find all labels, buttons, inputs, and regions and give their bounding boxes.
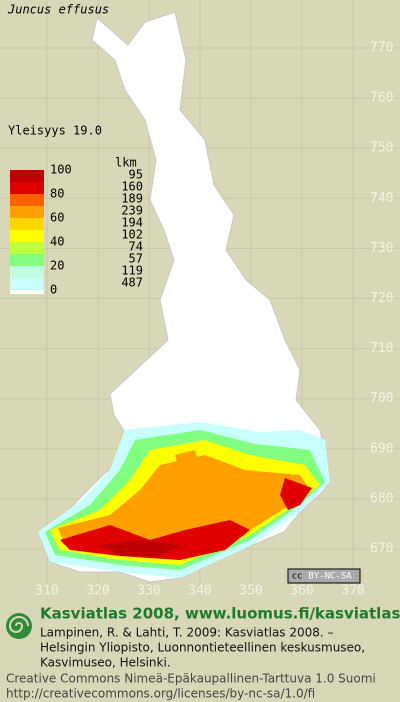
scale-label: 0 [50,283,57,297]
north-label: 770 [370,41,393,56]
legend-swatch [10,170,44,182]
legend-swatch [10,194,44,206]
east-label: 360 [290,584,313,599]
legend-swatch [10,230,44,242]
north-label: 700 [370,391,393,406]
license-badge: cc BY-NC-SA [287,568,361,584]
north-label: 670 [370,542,393,557]
legend-swatch [10,206,44,218]
north-label: 710 [370,341,393,356]
east-label: 330 [137,584,160,599]
badge-cc: cc [292,572,303,582]
legend-swatch [10,182,44,194]
east-label: 340 [188,584,211,599]
license-text: Creative Commons Nimeä-Epäkaupallinen-Ta… [6,672,376,686]
citation: Lampinen, R. & Lahti, T. 2009: Kasviatla… [40,626,334,640]
count: 189 [121,192,143,206]
scale-label: 40 [50,235,64,249]
license-url: http://creativecommons.org/licenses/by-n… [6,687,315,701]
count: 119 [121,264,143,278]
count: 487 [121,276,143,290]
east-label: 350 [239,584,262,599]
north-label: 680 [370,491,393,506]
logo [6,613,32,639]
legend-swatch [10,278,44,290]
badge-box [287,568,361,584]
distribution-overlay [38,422,330,578]
count: 194 [121,216,143,230]
count-header: lkm [115,156,137,170]
count: 239 [121,204,143,218]
citation: Helsingin Yliopisto, Luonnontieteellinen… [40,641,365,655]
east-label: 320 [86,584,109,599]
north-label: 740 [370,191,393,206]
frequency: Yleisyys 19.0 [8,124,102,138]
north-label: 750 [370,141,393,156]
species-name: Juncus effusus [7,3,109,17]
scale-label: 100 [50,163,72,177]
count: 102 [121,228,143,242]
count: 57 [129,252,143,266]
legend-swatch [10,254,44,266]
legend-swatch [10,266,44,278]
count: 160 [121,180,143,194]
east-label: 310 [35,584,58,599]
north-label: 690 [370,441,393,456]
east-label: 370 [341,584,364,599]
scale-label: 80 [50,187,64,201]
count: 95 [129,168,143,182]
scale-label: 60 [50,211,64,225]
scale-label: 20 [50,259,64,273]
legend-swatch [10,290,44,294]
citation: Kasvimuseo, Helsinki. [40,656,171,670]
legend-swatch [10,218,44,230]
count: 74 [129,240,143,254]
footer-title: Kasviatlas 2008, www.luomus.fi/kasviatla… [40,605,400,623]
legend-swatch [10,242,44,254]
north-label: 730 [370,241,393,256]
north-label: 720 [370,291,393,306]
north-label: 760 [370,91,393,106]
badge-license: BY-NC-SA [308,572,352,582]
